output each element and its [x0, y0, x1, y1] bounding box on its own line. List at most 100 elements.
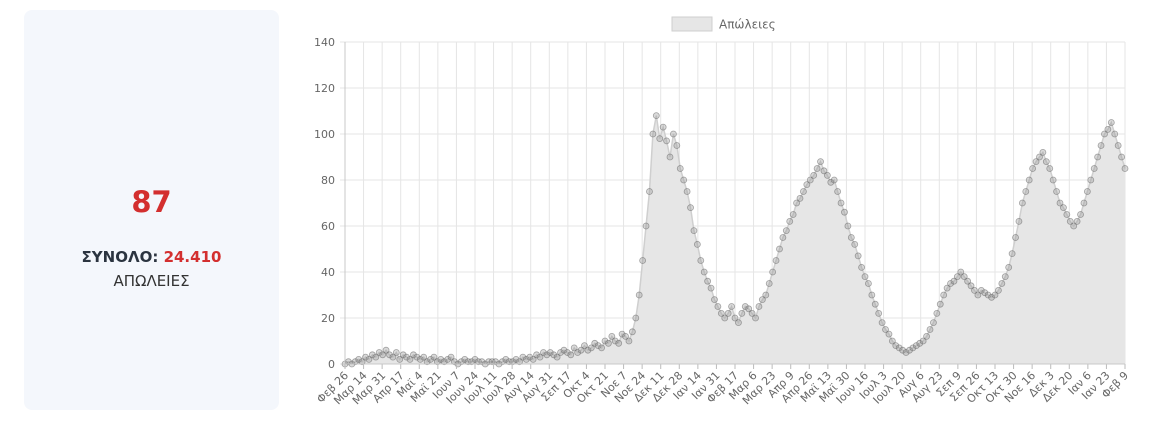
data-point — [844, 222, 852, 230]
data-point — [776, 245, 783, 253]
data-point — [991, 291, 999, 299]
data-point — [1094, 153, 1102, 161]
data-point — [957, 268, 965, 276]
data-point — [717, 309, 725, 317]
data-point — [536, 353, 544, 361]
data-point — [800, 188, 807, 195]
data-point — [372, 353, 380, 361]
y-tick-label: 40 — [321, 266, 335, 279]
data-point — [1029, 165, 1037, 172]
data-point — [888, 337, 896, 345]
data-point — [540, 349, 547, 356]
data-point — [659, 123, 667, 131]
data-point — [851, 240, 859, 248]
data-point — [1077, 211, 1084, 218]
data-point — [615, 339, 623, 347]
data-point — [598, 344, 605, 352]
data-point — [563, 349, 571, 356]
data-point — [728, 303, 735, 310]
data-point — [752, 314, 759, 322]
data-point — [574, 349, 582, 356]
total-line: ΣΥΝΟΛΟ: 24.410 — [24, 248, 279, 266]
data-point — [553, 353, 561, 361]
data-point — [1083, 188, 1091, 195]
data-point — [478, 358, 486, 366]
data-point — [830, 176, 838, 184]
data-point — [461, 355, 469, 363]
data-point — [765, 280, 773, 287]
data-point — [827, 178, 835, 186]
data-point — [936, 300, 944, 308]
data-point — [1005, 263, 1013, 271]
data-point — [912, 342, 920, 350]
data-point — [1015, 217, 1023, 225]
data-point — [618, 330, 626, 338]
deaths-caption: ΑΠΩΛΕΙΕΣ — [113, 272, 190, 290]
data-point — [355, 355, 363, 363]
data-point — [420, 353, 428, 361]
data-point — [1066, 217, 1074, 225]
data-point — [861, 273, 869, 281]
data-point — [817, 158, 824, 166]
data-point — [567, 351, 575, 359]
data-point — [550, 351, 558, 359]
data-point — [464, 358, 472, 366]
data-point — [1104, 125, 1112, 133]
data-point — [379, 351, 387, 359]
data-point — [611, 337, 619, 345]
data-point — [721, 314, 729, 322]
data-point — [468, 358, 475, 366]
data-point — [646, 188, 653, 195]
data-point — [793, 199, 800, 207]
data-point — [382, 346, 390, 354]
y-tick-label: 20 — [321, 312, 335, 325]
data-point — [998, 280, 1006, 287]
data-point — [1053, 188, 1060, 195]
data-point — [1036, 153, 1043, 161]
data-point — [947, 280, 954, 287]
chart-points — [341, 112, 1129, 368]
data-point — [587, 344, 595, 352]
data-point — [608, 332, 616, 340]
data-point — [625, 337, 633, 345]
data-point — [430, 353, 438, 361]
data-point — [416, 355, 424, 363]
total-value: 24.410 — [163, 248, 222, 266]
data-point — [522, 355, 530, 363]
data-point — [919, 337, 927, 345]
data-point — [413, 353, 421, 361]
data-point — [878, 319, 886, 327]
data-point — [1114, 142, 1122, 149]
data-point — [492, 358, 499, 366]
data-point — [974, 291, 982, 299]
data-point — [769, 268, 777, 276]
data-point — [423, 358, 431, 366]
data-point — [519, 353, 527, 361]
data-point — [485, 358, 493, 366]
data-point — [707, 284, 715, 292]
total-label: ΣΥΝΟΛΟ: — [81, 248, 159, 266]
data-point — [923, 332, 930, 340]
data-point — [841, 208, 848, 216]
data-point — [502, 355, 510, 363]
data-point — [410, 351, 417, 359]
data-point — [1056, 199, 1064, 207]
daily-deaths-value: 87 — [131, 185, 172, 219]
data-point — [375, 349, 383, 356]
data-point — [933, 309, 941, 317]
data-point — [916, 339, 924, 347]
data-point — [953, 273, 961, 281]
data-point — [498, 358, 506, 366]
data-point — [1080, 199, 1088, 207]
data-point — [639, 257, 647, 264]
data-point — [386, 351, 393, 359]
data-point — [882, 326, 889, 333]
data-point — [457, 358, 465, 366]
data-point — [1087, 176, 1095, 184]
data-point — [560, 346, 568, 354]
data-point — [834, 188, 842, 195]
data-point — [403, 353, 410, 361]
chart-legend[interactable]: Απώλειες — [671, 16, 776, 32]
data-point — [895, 344, 903, 352]
